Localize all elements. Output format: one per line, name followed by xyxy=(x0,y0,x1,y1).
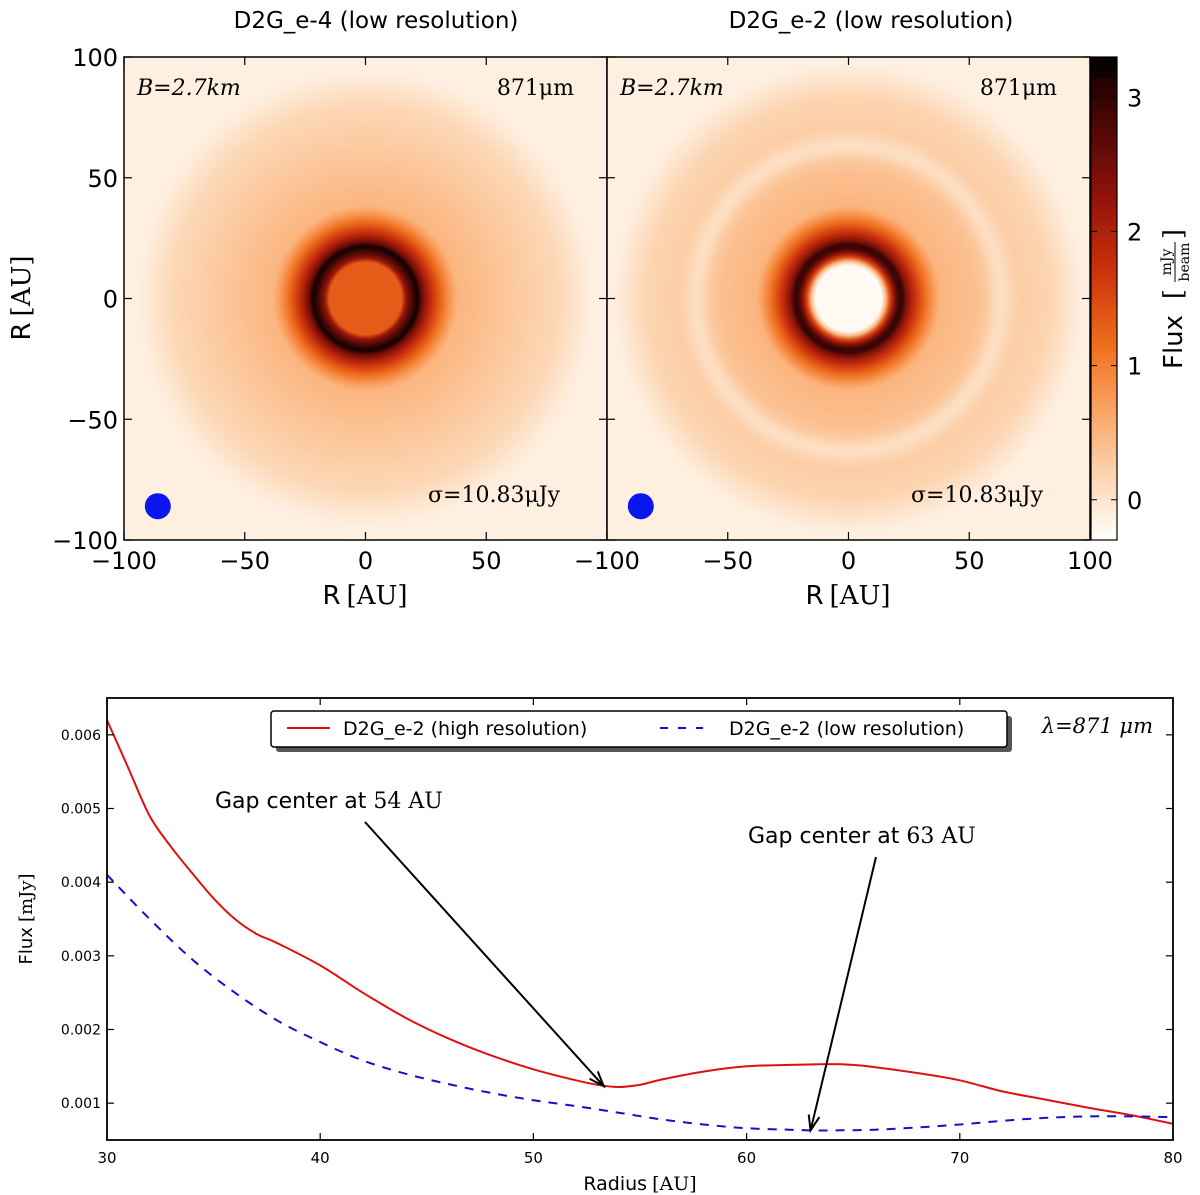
line-ylabel-prefix: Flux xyxy=(16,927,37,965)
colorbar-label-denominator: beam xyxy=(1177,243,1193,282)
gap-annotation-value: 54 xyxy=(373,789,408,814)
xtick-label: 50 xyxy=(471,547,502,575)
line-plot-area xyxy=(107,698,1173,1140)
gap-annotation-value: 63 xyxy=(906,824,941,849)
colorbar-ticks: 0 1 2 3 xyxy=(1091,57,1142,515)
colorbar-label: Flux [ mJy beam ] xyxy=(1159,229,1193,369)
line-xtick-label: 50 xyxy=(524,1149,543,1167)
line-xlabel-prefix: Radius xyxy=(583,1173,647,1195)
panel1-title: D2G_e-4 (low resolution) xyxy=(234,8,519,34)
gap-annotation-1: Gap center at 54 AU xyxy=(215,789,443,814)
panel1-disk xyxy=(124,57,607,540)
gap-annotation-unit: AU xyxy=(940,824,975,849)
gap-annotation-prefix: Gap center at xyxy=(215,789,373,814)
colorbar-tick-label: 0 xyxy=(1127,487,1142,515)
panel2-wavelength-label: 871μm xyxy=(980,76,1057,101)
ytick-label: −50 xyxy=(67,406,118,434)
panel2-noise-label: σ=10.83μJy xyxy=(911,483,1044,508)
legend-high-res-label: D2G_e-2 (high resolution) xyxy=(343,718,587,740)
panel2-image xyxy=(607,57,1090,540)
line-xaxis-label: Radius [AU] xyxy=(583,1173,696,1195)
panel2-baseline-label: B=2.7km xyxy=(619,76,724,101)
wavelength-label: λ=871 μm xyxy=(1041,714,1153,738)
colorbar-label-numerator: mJy xyxy=(1159,249,1175,276)
panel2-xlabel-prefix: R xyxy=(805,581,823,611)
line-plot-frame xyxy=(106,697,1174,1141)
panel1-xlabel-unit: [AU] xyxy=(347,581,408,611)
panel1-image xyxy=(124,57,607,540)
panel1-ticks: −100 −50 0 50 100 50 0 −50 −100 xyxy=(52,44,607,575)
ytick-label: 0 xyxy=(103,286,118,314)
panel2-ticks: −100 −50 0 50 100 xyxy=(574,56,1113,575)
legend-low-res-label: D2G_e-2 (low resolution) xyxy=(729,718,964,740)
panel1-ylabel-prefix: R xyxy=(7,322,37,340)
xtick-label: −50 xyxy=(702,547,753,575)
svg-text:R[AU]: R [AU] xyxy=(7,255,37,340)
line-xtick-label: 60 xyxy=(737,1149,756,1167)
ytick-label: −100 xyxy=(52,527,118,555)
legend-box xyxy=(270,710,1008,748)
gap-annotation-arrow xyxy=(809,856,877,1131)
ytick-label: 50 xyxy=(87,165,118,193)
line-xtick-label: 40 xyxy=(311,1149,330,1167)
panel1-beam-ellipse xyxy=(144,493,171,520)
panel1-noise-label: σ=10.83μJy xyxy=(428,483,561,508)
line-ylabel-unit: [mJy] xyxy=(16,874,37,923)
xtick-label: 100 xyxy=(1067,547,1113,575)
panel1-wavelength-label: 871μm xyxy=(497,76,574,101)
line-xtick-label: 80 xyxy=(1163,1149,1182,1167)
colorbar-bracket-right: ] xyxy=(1159,229,1189,239)
colorbar-gradient xyxy=(1091,57,1117,540)
colorbar-tick-label: 2 xyxy=(1127,218,1142,246)
gap-annotation-2: Gap center at 63 AU xyxy=(748,824,976,849)
line-yaxis-label: Flux [mJy] xyxy=(16,874,37,965)
xtick-label: −100 xyxy=(574,547,640,575)
line-xlabel-unit: [AU] xyxy=(652,1173,697,1195)
gap-annotation-unit: AU xyxy=(407,789,442,814)
svg-text:R[AU]: R[AU] xyxy=(322,581,407,611)
colorbar-frame xyxy=(1090,56,1118,541)
line-xtick-label: 70 xyxy=(950,1149,969,1167)
colorbar-tick-label: 3 xyxy=(1127,84,1142,112)
panel2-disk xyxy=(607,57,1090,540)
svg-text:R[AU]: R[AU] xyxy=(805,581,890,611)
xtick-label: 50 xyxy=(954,547,985,575)
line-ytick-label: 0.003 xyxy=(61,949,101,965)
line-ytick-label: 0.006 xyxy=(61,728,101,744)
line-series-group xyxy=(107,719,1173,1132)
gap-annotation-prefix: Gap center at xyxy=(748,824,906,849)
panel1-xaxis-label: R [AU] xyxy=(322,581,407,611)
panel2-xlabel-unit: [AU] xyxy=(830,581,891,611)
colorbar-tick-label: 1 xyxy=(1127,353,1142,381)
gap-annotation-arrow xyxy=(364,821,605,1087)
line-ytick-label: 0.001 xyxy=(61,1096,101,1112)
line-ticks: 30 40 50 60 70 80 0.001 0.002 0.003 0.004 0.005 0.0… xyxy=(61,698,1183,1167)
panel2-xaxis-label: R [AU] xyxy=(805,581,890,611)
xtick-label: 0 xyxy=(841,547,856,575)
colorbar-label-prefix: Flux xyxy=(1159,315,1189,369)
xtick-label: −100 xyxy=(91,547,157,575)
xtick-label: −50 xyxy=(219,547,270,575)
panel1-yaxis-label: R [AU] xyxy=(7,255,37,340)
gap-annotation-arrowhead xyxy=(589,1071,606,1089)
series-low-resolution-line xyxy=(107,874,1173,1132)
line-ytick-label: 0.002 xyxy=(61,1023,101,1039)
colorbar-bracket-left: [ xyxy=(1159,289,1189,299)
gap-annotation-arrowhead xyxy=(807,1114,821,1134)
panel2-beam-ellipse xyxy=(627,493,654,520)
line-ytick-label: 0.005 xyxy=(61,802,101,818)
xtick-label: 0 xyxy=(358,547,373,575)
panel1-ylabel-unit: [AU] xyxy=(7,255,37,316)
ytick-label: 100 xyxy=(72,44,118,72)
line-ytick-label: 0.004 xyxy=(61,875,101,891)
svg-text:Radius[AU]: Radius [AU] xyxy=(583,1173,696,1195)
svg-text:Flux[mJy]: Flux [mJy] xyxy=(16,874,37,965)
legend: D2G_e-2 (high resolution) D2G_e-2 (low r… xyxy=(270,710,1008,748)
panel2-title: D2G_e-2 (low resolution) xyxy=(729,8,1014,34)
panel1-baseline-label: B=2.7km xyxy=(136,76,241,101)
panel1-xlabel-prefix: R xyxy=(322,581,340,611)
line-xtick-label: 30 xyxy=(97,1149,116,1167)
